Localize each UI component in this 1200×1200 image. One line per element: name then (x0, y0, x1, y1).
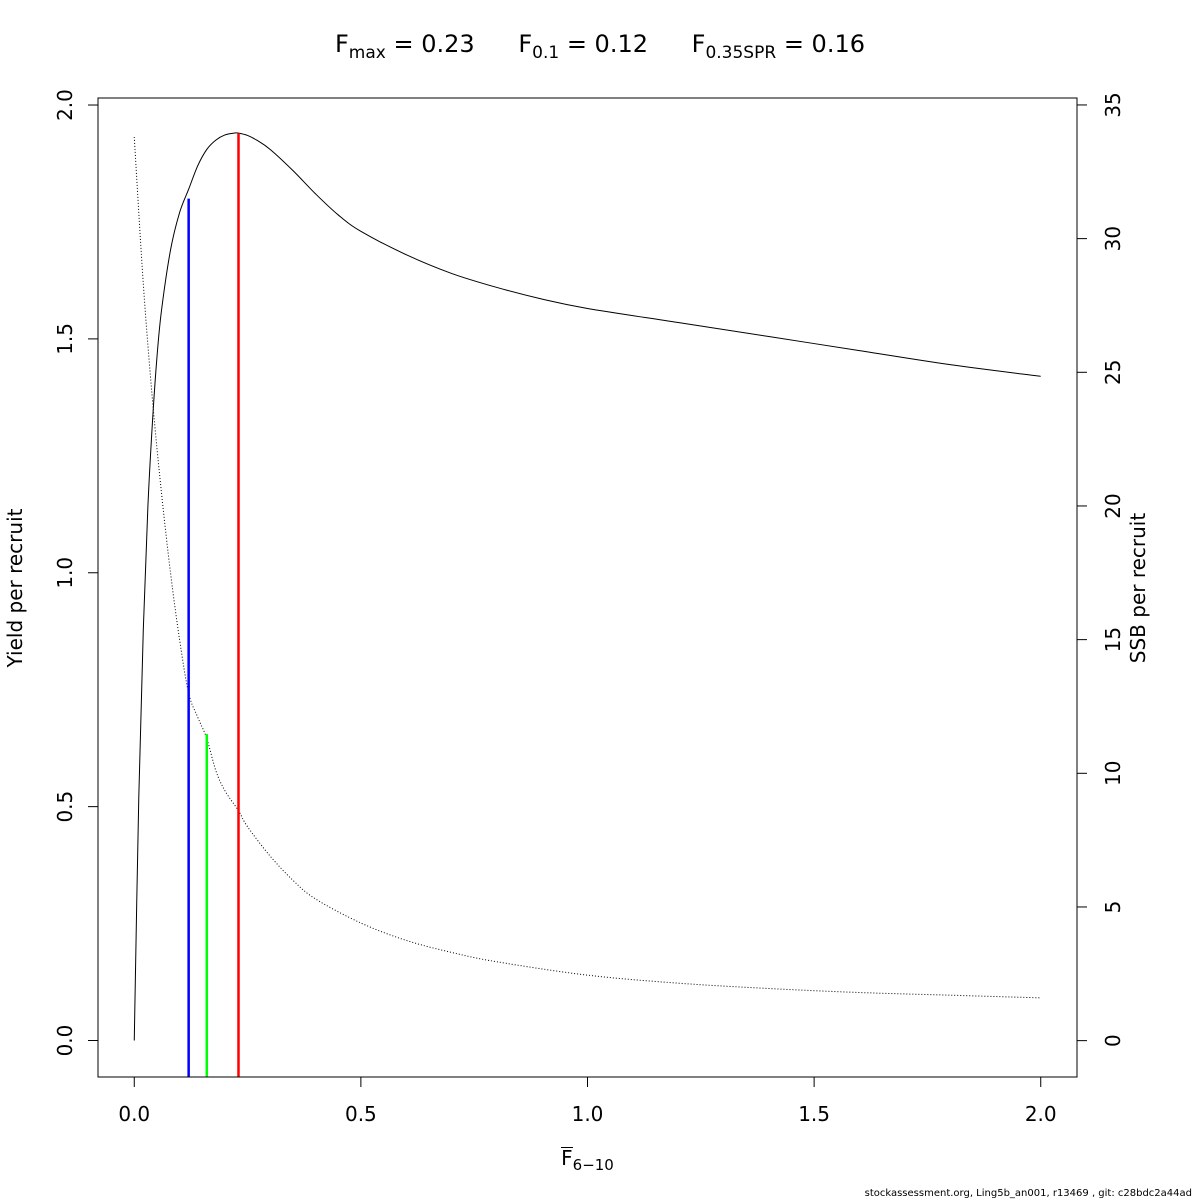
ssb-per-recruit-line (133, 136, 1041, 999)
y2-tick-label: 35 (1101, 92, 1125, 117)
plot-frame (97, 97, 1078, 1078)
y2-tick-label: 25 (1101, 360, 1125, 385)
title-fmax: Fmax = 0.23 (334, 30, 475, 63)
y2-tick-label: 30 (1101, 226, 1125, 251)
y-tick-label: 2.0 (53, 89, 77, 121)
y2-tick-label: 10 (1101, 761, 1125, 786)
y-tick-label: 1.5 (53, 323, 77, 355)
y2-tick-label: 15 (1101, 627, 1125, 652)
x-tick-label: 1.5 (798, 1102, 830, 1126)
y2-tick-label: 5 (1101, 901, 1125, 914)
y2-axis-label: SSB per recruit (1126, 513, 1150, 664)
y-tick-label: 0.0 (53, 1025, 77, 1057)
x-tick-label: 0.0 (118, 1102, 150, 1126)
y-axis-label: Yield per recruit (3, 508, 27, 668)
y2-tick-label: 20 (1101, 493, 1125, 518)
footer-note: stockassessment.org, Ling5b_an001, r1346… (864, 1188, 1192, 1199)
y-tick-label: 0.5 (53, 791, 77, 823)
yield-per-recruit-line (133, 132, 1041, 1041)
y2-tick-label: 0 (1101, 1034, 1125, 1047)
chart-title: Fmax = 0.23 F0.1 = 0.12 F0.35SPR = 0.16 (0, 30, 1200, 63)
y-tick-label: 1.0 (53, 557, 77, 589)
x-tick-label: 0.5 (345, 1102, 377, 1126)
x-tick-label: 1.0 (572, 1102, 604, 1126)
title-fspr: F0.35SPR = 0.16 (691, 30, 865, 63)
x-axis-label: F6−10 (561, 1146, 614, 1174)
title-f01: F0.1 = 0.12 (518, 30, 648, 63)
x-tick-label: 2.0 (1025, 1102, 1057, 1126)
